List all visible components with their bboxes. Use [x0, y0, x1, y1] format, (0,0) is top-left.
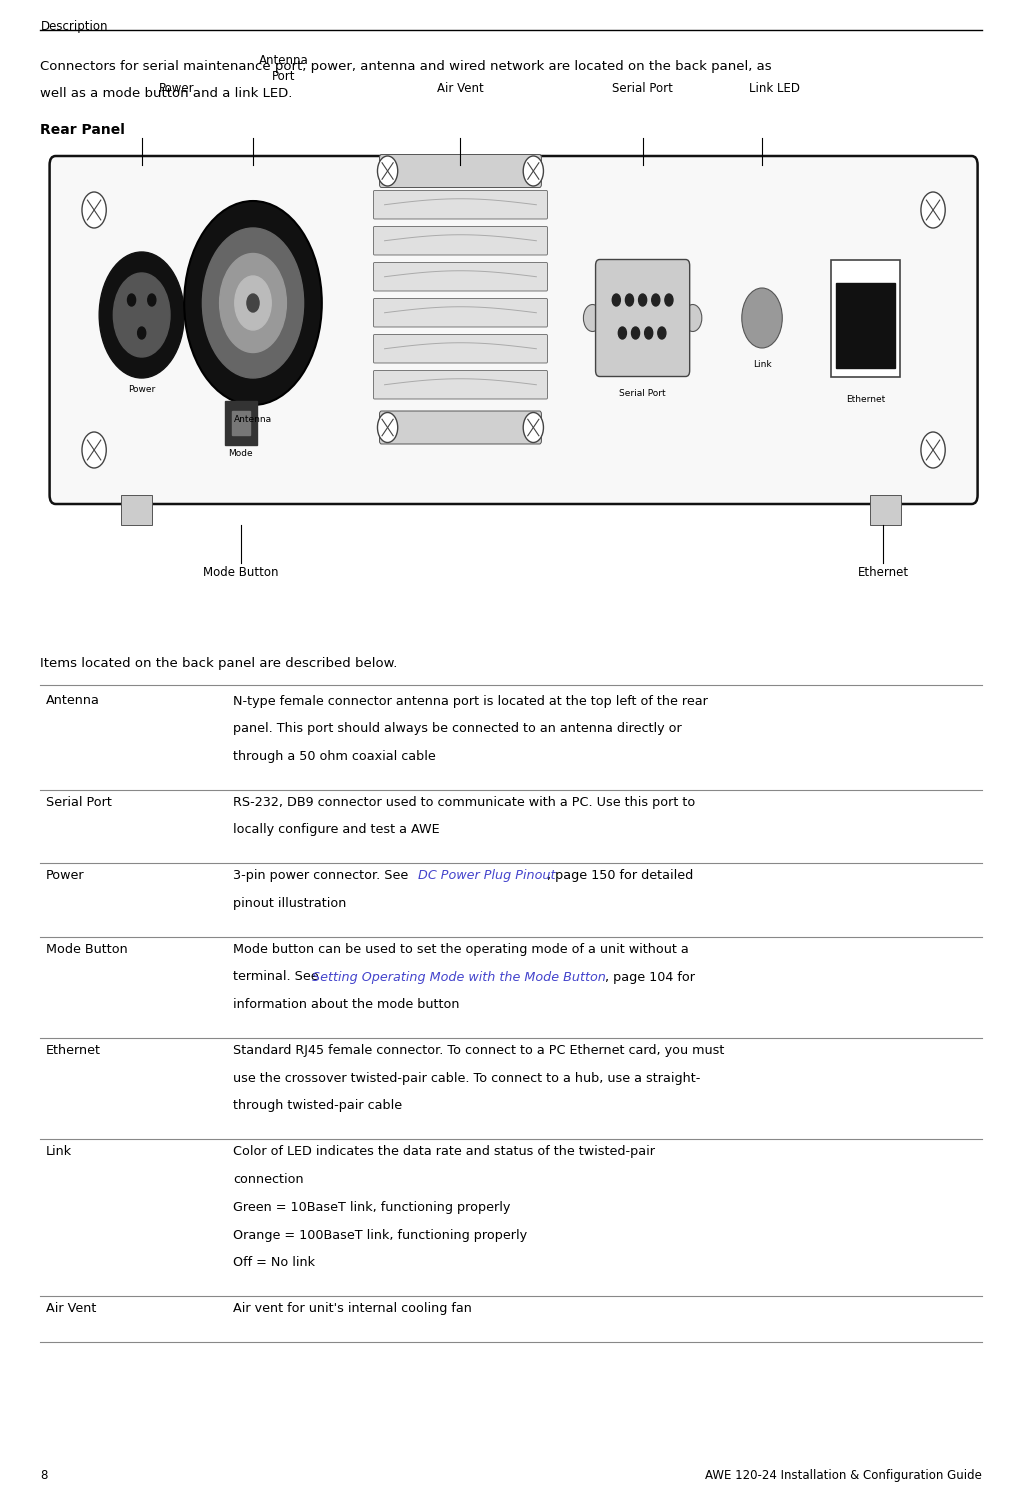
Text: , page 150 for detailed: , page 150 for detailed	[547, 868, 694, 882]
Text: , page 104 for: , page 104 for	[605, 970, 695, 984]
Circle shape	[638, 294, 646, 306]
Text: Link: Link	[752, 360, 770, 369]
Text: well as a mode button and a link LED.: well as a mode button and a link LED.	[40, 87, 292, 100]
Circle shape	[219, 254, 286, 352]
Text: 8: 8	[40, 1468, 48, 1482]
Circle shape	[137, 327, 146, 339]
Text: Serial Port: Serial Port	[619, 388, 665, 398]
Text: N-type female connector antenna port is located at the top left of the rear: N-type female connector antenna port is …	[233, 694, 707, 708]
Text: terminal. See: terminal. See	[233, 970, 323, 984]
Bar	[835, 284, 894, 368]
Circle shape	[644, 327, 652, 339]
Circle shape	[82, 432, 106, 468]
Circle shape	[657, 327, 665, 339]
Text: Air vent for unit's internal cooling fan: Air vent for unit's internal cooling fan	[233, 1302, 471, 1316]
Text: use the crossover twisted-pair cable. To connect to a hub, use a straight-: use the crossover twisted-pair cable. To…	[233, 1071, 700, 1084]
Circle shape	[523, 156, 543, 186]
FancyBboxPatch shape	[373, 190, 547, 219]
Circle shape	[113, 273, 170, 357]
FancyBboxPatch shape	[373, 262, 547, 291]
Bar	[869, 495, 900, 525]
Text: Power: Power	[45, 868, 84, 882]
Text: Ethernet: Ethernet	[45, 1044, 100, 1058]
Circle shape	[377, 413, 397, 442]
Text: Antenna
Port: Antenna Port	[258, 54, 308, 82]
Circle shape	[612, 294, 620, 306]
Text: Air Vent: Air Vent	[437, 81, 483, 94]
FancyBboxPatch shape	[379, 154, 541, 188]
Circle shape	[583, 304, 601, 332]
Text: Mode button can be used to set the operating mode of a unit without a: Mode button can be used to set the opera…	[233, 942, 687, 956]
Circle shape	[202, 228, 303, 378]
Circle shape	[651, 294, 659, 306]
Text: Mode Button: Mode Button	[45, 942, 127, 956]
Text: Antenna: Antenna	[45, 694, 99, 708]
Text: Air Vent: Air Vent	[45, 1302, 96, 1316]
FancyBboxPatch shape	[379, 411, 541, 444]
FancyBboxPatch shape	[50, 156, 977, 504]
Circle shape	[625, 294, 633, 306]
Text: DC Power Plug Pinout: DC Power Plug Pinout	[418, 868, 555, 882]
Text: Connectors for serial maintenance port, power, antenna and wired network are loc: Connectors for serial maintenance port, …	[40, 60, 771, 74]
Text: Serial Port: Serial Port	[612, 81, 672, 94]
FancyBboxPatch shape	[373, 370, 547, 399]
Circle shape	[235, 276, 271, 330]
Text: Orange = 100BaseT link, functioning properly: Orange = 100BaseT link, functioning prop…	[233, 1228, 527, 1242]
Circle shape	[247, 294, 259, 312]
Text: Mode Button: Mode Button	[203, 566, 278, 579]
Text: Items located on the back panel are described below.: Items located on the back panel are desc…	[40, 657, 397, 670]
Text: Power: Power	[128, 386, 155, 394]
Text: AWE 120-24 Installation & Configuration Guide: AWE 120-24 Installation & Configuration …	[704, 1468, 981, 1482]
Bar	[224, 402, 257, 444]
Circle shape	[127, 294, 135, 306]
Text: Rear Panel: Rear Panel	[40, 123, 125, 136]
Circle shape	[920, 192, 944, 228]
FancyBboxPatch shape	[595, 260, 690, 376]
Circle shape	[99, 252, 184, 378]
Circle shape	[664, 294, 672, 306]
Text: connection: connection	[233, 1173, 303, 1186]
Circle shape	[631, 327, 639, 339]
Circle shape	[523, 413, 543, 442]
Text: Setting Operating Mode with the Mode Button: Setting Operating Mode with the Mode But…	[311, 970, 605, 984]
Text: Ethernet: Ethernet	[857, 566, 908, 579]
Text: Off = No link: Off = No link	[233, 1256, 314, 1269]
Circle shape	[741, 288, 782, 348]
Circle shape	[148, 294, 156, 306]
Text: Ethernet: Ethernet	[845, 394, 884, 404]
Circle shape	[920, 432, 944, 468]
Text: locally configure and test a AWE: locally configure and test a AWE	[233, 824, 439, 837]
Text: panel. This port should always be connected to an antenna directly or: panel. This port should always be connec…	[233, 722, 680, 735]
FancyBboxPatch shape	[373, 226, 547, 255]
Text: through a 50 ohm coaxial cable: through a 50 ohm coaxial cable	[233, 750, 435, 764]
Circle shape	[184, 201, 321, 405]
Text: Serial Port: Serial Port	[45, 795, 111, 808]
Text: through twisted-pair cable: through twisted-pair cable	[233, 1100, 401, 1113]
Text: Power: Power	[159, 81, 195, 94]
FancyBboxPatch shape	[373, 334, 547, 363]
Text: Color of LED indicates the data rate and status of the twisted-pair: Color of LED indicates the data rate and…	[233, 1146, 654, 1158]
Text: 3-pin power connector. See: 3-pin power connector. See	[233, 868, 411, 882]
FancyBboxPatch shape	[373, 298, 547, 327]
Bar	[232, 411, 250, 435]
Text: Description: Description	[40, 20, 108, 33]
Text: RS-232, DB9 connector used to communicate with a PC. Use this port to: RS-232, DB9 connector used to communicat…	[233, 795, 695, 808]
Text: Antenna: Antenna	[234, 416, 272, 424]
Text: Standard RJ45 female connector. To connect to a PC Ethernet card, you must: Standard RJ45 female connector. To conne…	[233, 1044, 724, 1058]
Text: information about the mode button: information about the mode button	[233, 999, 459, 1011]
Bar	[830, 260, 899, 376]
Text: Mode: Mode	[228, 450, 253, 459]
Circle shape	[618, 327, 626, 339]
Text: Link: Link	[45, 1146, 72, 1158]
Text: Link LED: Link LED	[748, 81, 799, 94]
Circle shape	[377, 156, 397, 186]
Circle shape	[82, 192, 106, 228]
Text: Green = 10BaseT link, functioning properly: Green = 10BaseT link, functioning proper…	[233, 1200, 510, 1214]
Text: pinout illustration: pinout illustration	[233, 897, 346, 910]
Bar	[121, 495, 152, 525]
Circle shape	[683, 304, 702, 332]
